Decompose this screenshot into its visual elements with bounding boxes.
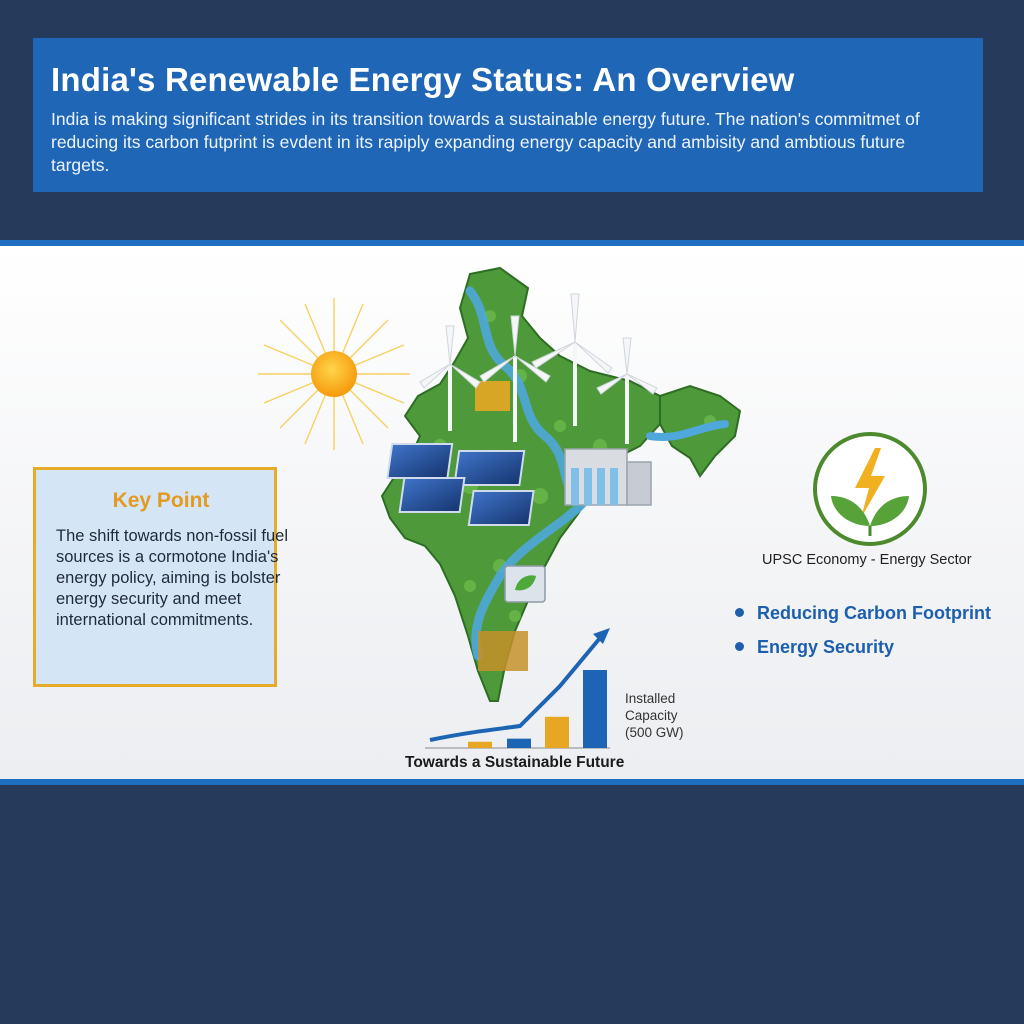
renewable-energy-illustration: [258, 266, 742, 749]
growth-bar: [545, 716, 569, 748]
hydro-dam: [564, 448, 652, 506]
content-band: Key Point The shift towards non-fossil f…: [0, 240, 1024, 785]
bullet-item: Energy Security: [735, 630, 991, 664]
bullet-list: Reducing Carbon Footprint Energy Securit…: [735, 596, 991, 664]
leaf-lightning-icon: [813, 432, 927, 546]
growth-bar: [468, 741, 492, 748]
solar-panels: [386, 443, 535, 526]
bullet-dot: [735, 642, 744, 651]
growth-bar: [507, 738, 531, 748]
growth-bar: [583, 670, 607, 748]
growth-chart: [425, 628, 610, 749]
key-point-box: Key Point The shift towards non-fossil f…: [33, 467, 288, 687]
key-point-body: The shift towards non-fossil fuel source…: [56, 527, 289, 629]
bullet-dot: [735, 608, 744, 617]
energy-storage-box: [504, 565, 546, 603]
bullet-item: Reducing Carbon Footprint: [735, 596, 991, 630]
header-banner: India's Renewable Energy Status: An Over…: [33, 38, 983, 192]
sun-icon: [258, 298, 410, 450]
chart-caption: Towards a Sustainable Future: [405, 754, 625, 771]
sector-label: UPSC Economy - Energy Sector: [762, 552, 972, 568]
bullet-text: Reducing Carbon Footprint: [757, 603, 991, 623]
bullet-text: Energy Security: [757, 637, 895, 657]
capacity-label: Installed Capacity (500 GW): [625, 691, 684, 740]
key-point-title: Key Point: [112, 489, 210, 512]
page-description: India is making significant strides in i…: [51, 109, 920, 175]
wind-turbines: [419, 293, 658, 444]
page-title: India's Renewable Energy Status: An Over…: [51, 61, 795, 98]
